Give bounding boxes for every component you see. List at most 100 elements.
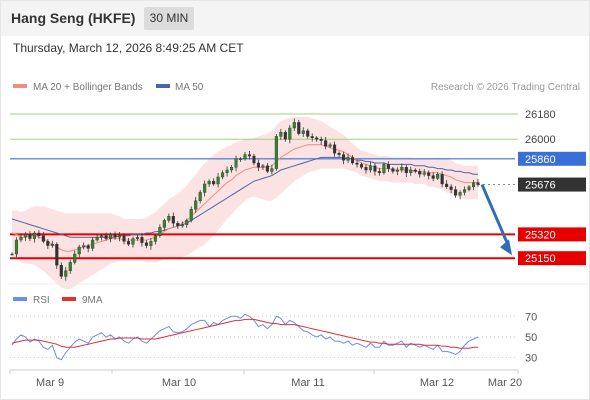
candle-body	[431, 175, 435, 179]
candle-body	[454, 189, 458, 196]
candle-body	[238, 158, 243, 161]
candle-body	[180, 224, 184, 227]
candle-body	[288, 127, 292, 140]
rsi-ma-legend-label: 9MA	[82, 295, 103, 306]
candle-body	[234, 158, 238, 168]
time-tick-label: Mar 11	[291, 377, 324, 389]
candle-body	[64, 270, 68, 277]
candle-body	[153, 235, 157, 242]
candle-body	[342, 154, 346, 161]
pivot-tag	[518, 151, 586, 166]
candle-body	[427, 172, 431, 176]
candle-body	[315, 137, 319, 140]
last-price-label: 25676	[525, 180, 556, 192]
candle-body	[324, 140, 328, 147]
candle-body	[355, 162, 359, 165]
candle-body	[261, 165, 265, 168]
candle-body	[256, 162, 260, 168]
support-2-label: 25150	[525, 253, 556, 265]
candle-body	[10, 253, 14, 256]
time-axis: Mar 9 Mar 10 Mar 11 Mar 12 Mar 20	[9, 370, 522, 389]
candle-body	[467, 186, 471, 190]
candle-body	[198, 192, 202, 201]
candle-body	[28, 234, 32, 239]
resistance-2-label: 26180	[525, 109, 556, 121]
candle-body	[203, 183, 207, 193]
candle-body	[247, 154, 252, 157]
candle-body	[449, 186, 453, 190]
candle-body	[109, 234, 113, 239]
candle-body	[418, 171, 422, 175]
candle-body	[37, 232, 41, 236]
rsi-line	[11, 313, 479, 361]
candle-body	[212, 180, 216, 185]
candle-body	[377, 171, 381, 173]
rsi-plot: 70 50 30	[10, 311, 537, 365]
candle-body	[126, 241, 131, 245]
candle-body	[225, 169, 229, 173]
candle-body	[59, 265, 63, 277]
candle-body	[162, 220, 166, 228]
candle-body	[445, 183, 449, 187]
candle-body	[189, 208, 193, 221]
forecast-arrow-shaft	[480, 183, 511, 248]
forecast-arrow-head	[500, 239, 512, 256]
candle-body	[41, 235, 45, 242]
candle-body	[297, 122, 301, 134]
support-1-tag	[518, 227, 586, 242]
timeframe-button[interactable]: 30 MIN	[144, 7, 194, 30]
candle-body	[243, 154, 247, 160]
candle-body	[91, 239, 95, 249]
candle-body	[395, 169, 399, 172]
ma50-legend-label: MA 50	[175, 82, 204, 93]
candle-body	[158, 227, 162, 236]
ma50-legend-swatch	[156, 84, 170, 88]
candle-body	[73, 253, 77, 263]
time-tick-label: Mar 10	[162, 377, 196, 389]
rsi-legend-swatch	[13, 297, 27, 301]
candle-body	[274, 136, 278, 169]
candle-body	[113, 234, 117, 238]
candle-body	[350, 157, 355, 164]
candle-body	[86, 245, 90, 249]
candle-body	[382, 164, 386, 173]
candle-body	[104, 235, 108, 239]
candle-body	[194, 200, 198, 210]
support-1-label: 25320	[525, 229, 556, 241]
candle-body	[19, 236, 23, 241]
candle-body	[283, 131, 287, 140]
last-price-tag	[518, 177, 586, 192]
resistance-1-label: 26000	[525, 134, 556, 146]
candle-body	[333, 144, 337, 154]
candle-body	[185, 220, 189, 225]
candle-body	[122, 235, 126, 242]
candle-body	[391, 168, 395, 172]
candle-body	[55, 243, 59, 266]
candle-body	[207, 180, 211, 185]
ma20-legend-label: MA 20 + Bollinger Bands	[33, 82, 143, 93]
candle-body	[409, 169, 413, 173]
candle-body	[149, 241, 153, 246]
candle-body	[144, 242, 148, 246]
time-tick-label: Mar 9	[36, 377, 64, 389]
candle-body	[23, 234, 27, 238]
header-bar	[0, 0, 590, 36]
chart-date: Thursday, March 12, 2026 8:49:25 AM CET	[13, 41, 244, 55]
candle-body	[117, 235, 122, 238]
candle-body	[386, 164, 390, 169]
rsi-legend-label: RSI	[33, 295, 50, 306]
candle-body	[140, 236, 144, 243]
candle-body	[32, 232, 36, 239]
rsi-tick-label: 70	[525, 311, 537, 323]
candle-body	[216, 176, 220, 185]
candle-body	[279, 131, 283, 137]
candle-body	[221, 172, 225, 178]
candle-body	[319, 138, 323, 141]
candle-body	[328, 144, 332, 147]
candle-body	[413, 169, 417, 172]
candle-body	[77, 246, 81, 255]
candle-body	[346, 157, 350, 161]
ma20-legend-swatch	[13, 84, 27, 88]
candle-body	[176, 222, 180, 227]
